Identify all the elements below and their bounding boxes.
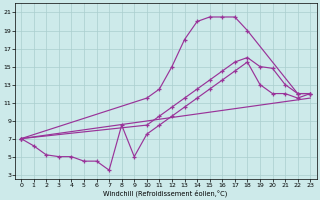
X-axis label: Windchill (Refroidissement éolien,°C): Windchill (Refroidissement éolien,°C) [103,189,228,197]
